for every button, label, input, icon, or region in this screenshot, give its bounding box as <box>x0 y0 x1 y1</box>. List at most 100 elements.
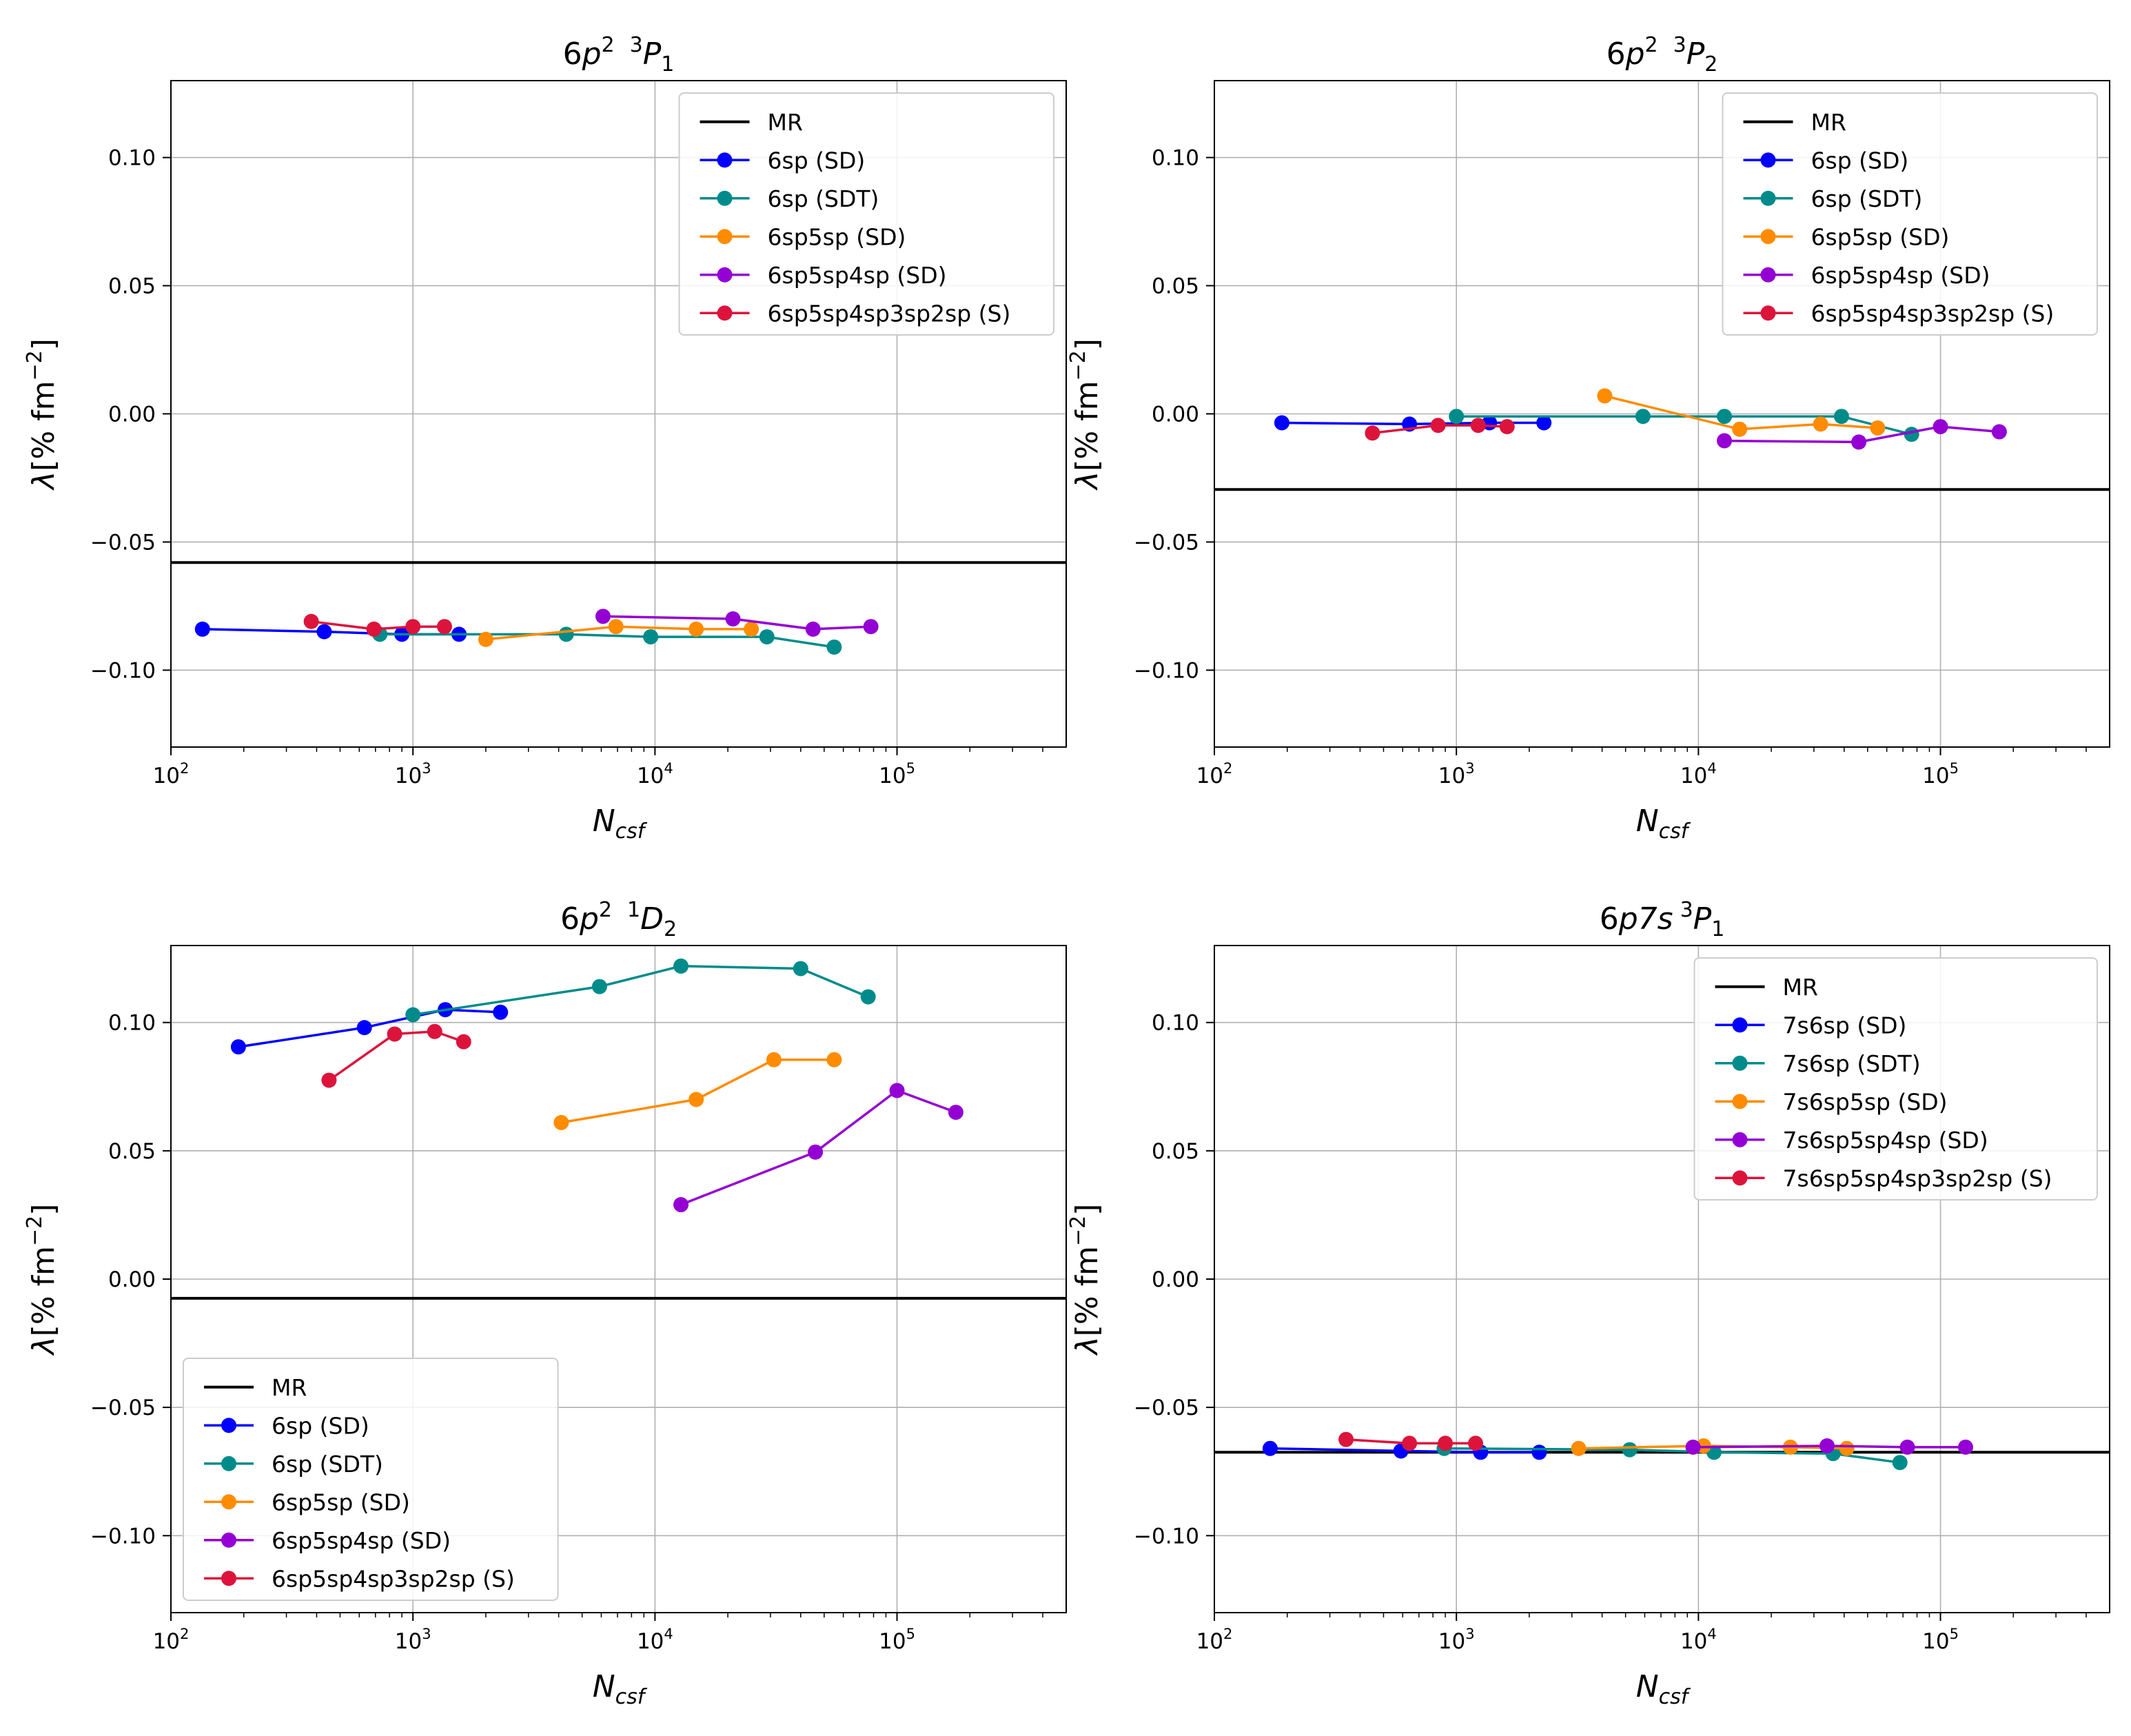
data-point <box>387 1026 402 1042</box>
legend-item: MR <box>1715 974 1818 1001</box>
legend-box <box>678 92 1054 336</box>
legend-item: 6sp5sp4sp3sp2sp (S) <box>700 300 1010 327</box>
data-point <box>427 1023 442 1039</box>
legend-box <box>183 1358 559 1601</box>
data-point <box>1622 1442 1638 1458</box>
x-tick-label: 103 <box>1438 1626 1475 1654</box>
data-point <box>1571 1440 1587 1456</box>
legend-swatch-marker <box>221 1418 236 1433</box>
legend-swatch-marker <box>1732 1055 1748 1071</box>
legend-label: 6sp (SDT) <box>768 185 879 212</box>
plot-area <box>171 561 1066 655</box>
y-tick-label: 0.05 <box>108 274 156 299</box>
legend-label: 7s6sp5sp4sp (SD) <box>1783 1127 1988 1154</box>
legend-label: 7s6sp5sp (SD) <box>1783 1088 1948 1115</box>
data-point <box>889 1083 905 1099</box>
legend-swatch-marker <box>221 1571 236 1586</box>
legend-item: 7s6sp5sp (SD) <box>1715 1088 1948 1115</box>
y-tick-label: 0.10 <box>1152 146 1199 171</box>
data-point <box>303 613 319 629</box>
legend-label: 7s6sp (SDT) <box>1783 1050 1921 1077</box>
data-point <box>1851 434 1867 450</box>
data-point <box>1813 416 1828 432</box>
y-tick-label: −0.05 <box>1134 530 1199 555</box>
series-line <box>238 1008 501 1048</box>
legend-item: 6sp5sp4sp3sp2sp (S) <box>1743 300 2054 327</box>
legend-swatch-marker <box>221 1532 236 1548</box>
legend-item: 6sp (SD) <box>700 147 866 174</box>
y-axis-label: λ[% fm−2] <box>1066 338 1105 491</box>
legend-label: MR <box>1811 109 1846 136</box>
legend: MR 6sp (SD) 6sp (SDT) 6sp5sp (SD) 6sp5sp4sp … <box>1722 92 2098 336</box>
x-tick-label: 103 <box>1438 760 1475 788</box>
x-tick-label: 103 <box>395 760 431 788</box>
data-point <box>1732 421 1748 437</box>
y-tick-label: 0.05 <box>1152 1139 1199 1164</box>
data-point <box>1499 419 1515 435</box>
legend-label: 7s6sp5sp4sp3sp2sp (S) <box>1783 1165 2052 1192</box>
chart-panel-4: 102 103 104 105 0.10 0.05 0.00 −0.05 −0.10 6p7s 3P… <box>1066 898 2110 1709</box>
data-point <box>643 629 659 645</box>
data-point <box>793 961 808 977</box>
data-point <box>405 1007 421 1023</box>
series-line <box>602 615 871 631</box>
legend-swatch-marker <box>1732 1094 1748 1110</box>
data-point <box>321 1072 337 1088</box>
legend-item: 7s6sp5sp4sp (SD) <box>1715 1127 1988 1154</box>
x-tick-label: 102 <box>153 760 190 788</box>
legend-label: 6sp (SD) <box>768 147 866 174</box>
legend-label: 6sp (SD) <box>1811 147 1909 174</box>
legend-item: 6sp5sp (SD) <box>700 223 906 250</box>
data-point <box>436 619 452 635</box>
x-tick-label: 102 <box>1196 1626 1233 1654</box>
data-point <box>725 611 741 627</box>
series-line <box>1604 394 1878 431</box>
legend-swatch-marker <box>1760 305 1776 321</box>
legend-item: 6sp (SD) <box>204 1412 369 1439</box>
data-point <box>1449 409 1465 425</box>
legend-swatch-marker <box>717 229 733 245</box>
legend-box <box>1693 957 2098 1201</box>
legend-label: MR <box>1783 974 1818 1001</box>
panel-title: 6p7s 3P1 <box>1600 898 1725 941</box>
data-point <box>1430 418 1446 433</box>
data-point <box>456 1034 471 1050</box>
legend-item: 6sp5sp (SD) <box>204 1489 410 1515</box>
series-line <box>1372 424 1507 435</box>
legend-swatch-marker <box>221 1456 236 1471</box>
data-point <box>863 619 879 635</box>
data-point <box>1904 427 1919 442</box>
legend-label: 6sp5sp4sp (SD) <box>272 1527 451 1554</box>
legend-label: 6sp (SDT) <box>272 1451 383 1478</box>
data-point <box>766 1052 782 1068</box>
data-point <box>230 1039 246 1055</box>
y-tick-label: −0.10 <box>90 658 156 683</box>
series-line <box>1281 421 1544 426</box>
legend-item: 7s6sp5sp4sp3sp2sp (S) <box>1715 1165 2052 1192</box>
legend-box <box>1722 92 2098 336</box>
data-point <box>1933 419 1948 435</box>
data-point <box>826 639 842 655</box>
legend-item: MR <box>700 109 803 136</box>
x-tick-label: 104 <box>637 1626 673 1654</box>
legend-label: 6sp5sp4sp (SD) <box>1811 262 1990 289</box>
x-tick-label: 104 <box>1680 1626 1717 1654</box>
data-point <box>595 609 611 624</box>
series-line <box>680 1089 957 1206</box>
data-point <box>1438 1436 1454 1451</box>
panel-title: 6p2 1D2 <box>560 898 677 941</box>
legend: MR 6sp (SD) 6sp (SDT) 6sp5sp (SD) 6sp5sp4sp … <box>678 92 1054 336</box>
data-point <box>608 619 624 635</box>
y-tick-label: −0.10 <box>1134 658 1199 683</box>
series-line <box>328 1030 465 1081</box>
data-point <box>744 621 759 637</box>
data-point <box>478 631 493 647</box>
data-point <box>948 1105 963 1120</box>
series-line <box>311 620 445 631</box>
y-tick-label: −0.05 <box>1134 1396 1199 1420</box>
data-point <box>1338 1431 1354 1447</box>
legend-swatch-marker <box>1760 152 1776 168</box>
legend-item: 7s6sp (SD) <box>1715 1012 1906 1039</box>
y-axis-label: λ[% fm−2] <box>1066 1204 1105 1356</box>
